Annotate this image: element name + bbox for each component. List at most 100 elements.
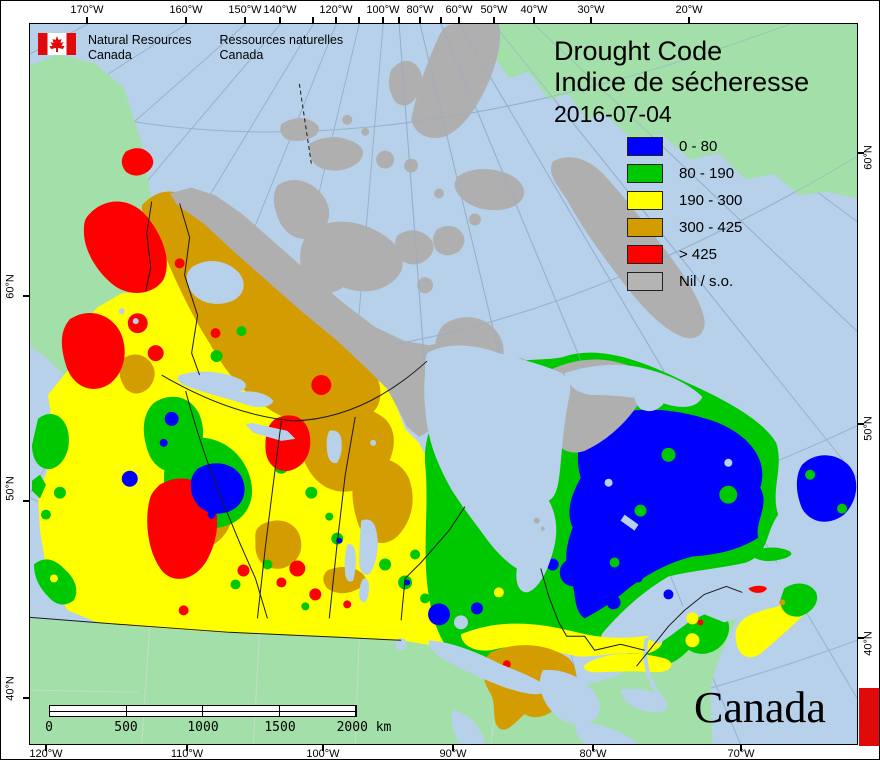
canada-wordmark: Canada — [694, 683, 879, 746]
bc-ab-border — [185, 390, 268, 619]
axis-tick — [398, 17, 400, 23]
axis-tick — [440, 17, 442, 23]
graticule-north — [389, 24, 857, 374]
legend-row: 0 - 80 — [627, 133, 742, 160]
legend-row: 190 - 300 — [627, 187, 742, 214]
logo-text-en: Natural Resources Canada — [88, 33, 192, 63]
axis-tick — [186, 745, 188, 751]
logo-en-line1: Natural Resources — [88, 33, 192, 47]
legend-row: > 425 — [627, 241, 742, 268]
longitude-label: 80°W — [579, 748, 607, 760]
axis-tick — [533, 17, 535, 23]
axis-tick — [688, 17, 690, 23]
axis-tick — [740, 745, 742, 751]
scale-label: 500 — [114, 720, 138, 735]
inland-waters — [118, 260, 857, 744]
map-title-fr: Indice de sécheresse — [554, 67, 810, 97]
axis-tick — [23, 697, 29, 699]
wordmark-text: Canada — [694, 683, 826, 732]
scale-bar-labels: 0 500 1000 1500 2000 km — [45, 720, 409, 736]
logo-fr-line1: Ressources naturelles — [219, 33, 344, 47]
legend-row: 300 - 425 — [627, 214, 742, 241]
lake-michigan — [451, 710, 485, 744]
title-block: Drought Code Indice de sécheresse 2016-0… — [554, 36, 809, 127]
axis-tick — [86, 17, 88, 23]
axis-tick — [45, 745, 47, 751]
axis-tick — [322, 745, 324, 751]
legend-label: 0 - 80 — [679, 138, 718, 155]
axis-tick — [858, 423, 864, 425]
map-title-en: Drought Code — [554, 36, 723, 66]
axis-tick — [335, 17, 337, 23]
longitude-label: 100°W — [366, 4, 400, 16]
legend-swatch-blue — [627, 137, 663, 156]
axis-tick — [458, 17, 460, 23]
ellesmere-island — [411, 24, 501, 138]
legend-label: 80 - 190 — [679, 165, 735, 182]
axis-tick — [592, 745, 594, 751]
reindeer-lake — [326, 430, 342, 464]
axis-tick — [858, 637, 864, 639]
lake-winnipeg — [359, 519, 378, 575]
longitude-label: 20°W — [675, 4, 703, 16]
nwt-nunavut-mainland — [169, 187, 465, 437]
axis-tick — [279, 17, 281, 23]
scale-label: 2000 km — [336, 720, 392, 735]
scale-label: 0 — [45, 720, 53, 735]
longitude-label: 160°W — [169, 4, 203, 16]
logo-text-fr: Ressources naturelles Canada — [220, 33, 344, 63]
map-date: 2016-07-04 — [554, 101, 672, 127]
axis-tick — [590, 17, 592, 23]
longitude-label: 120°W — [319, 4, 353, 16]
legend-swatch-yellow — [627, 191, 663, 210]
hudson-bay — [424, 345, 571, 593]
st-lawrence-river — [643, 637, 666, 704]
legend-swatch-green — [627, 164, 663, 183]
legend: 0 - 80 80 - 190 190 - 300 300 - 425 > 42… — [627, 133, 742, 295]
legend-swatch-gray — [627, 272, 663, 291]
us-border-west — [30, 616, 402, 641]
legend-label: 190 - 300 — [679, 192, 743, 209]
boundaries — [30, 83, 743, 667]
latitude-label: 50°N — [862, 416, 875, 441]
devon-island — [454, 169, 525, 211]
legend-label: 300 - 425 — [679, 219, 743, 236]
lake-huron — [539, 669, 600, 725]
axis-tick — [382, 17, 384, 23]
axis-tick — [419, 17, 421, 23]
legend-row: 80 - 190 — [627, 160, 742, 187]
axis-tick — [312, 17, 314, 23]
longitude-label: 150°W — [228, 4, 262, 16]
legend-swatch-orange — [627, 218, 663, 237]
longitude-label: 140°W — [263, 4, 297, 16]
us-border-east — [636, 585, 743, 667]
legend-swatch-red — [627, 245, 663, 264]
pei — [748, 585, 767, 593]
anticosti-island — [752, 547, 792, 562]
regions-east-detail — [428, 409, 764, 730]
legend-row: Nil / s.o. — [627, 268, 742, 295]
lake-erie — [575, 722, 637, 744]
longitude-label: 50°W — [480, 4, 508, 16]
logo-en-line2: Canada — [88, 48, 132, 62]
axis-tick — [452, 745, 454, 751]
lake-ontario — [620, 688, 667, 713]
canada-flag-icon — [38, 33, 76, 55]
nrcan-logo: Natural Resources Canada Ressources natu… — [38, 33, 343, 63]
axis-tick — [23, 500, 29, 502]
banks-island — [273, 180, 330, 239]
logo-fr-line2: Canada — [219, 48, 264, 62]
longitude-label: 170°W — [70, 4, 104, 16]
great-slave-lake — [177, 371, 274, 408]
victoria-island — [300, 221, 403, 294]
longitude-label: 110°W — [170, 748, 204, 760]
60n-border — [161, 360, 428, 422]
longitude-label: 120°W — [29, 748, 63, 760]
lake-superior — [428, 640, 549, 695]
mb-on-border — [400, 506, 466, 621]
ungava-bay — [634, 382, 667, 412]
latitude-label: 40°N — [4, 676, 17, 701]
yukon-nwt-border — [179, 203, 201, 376]
axis-tick — [858, 152, 864, 154]
